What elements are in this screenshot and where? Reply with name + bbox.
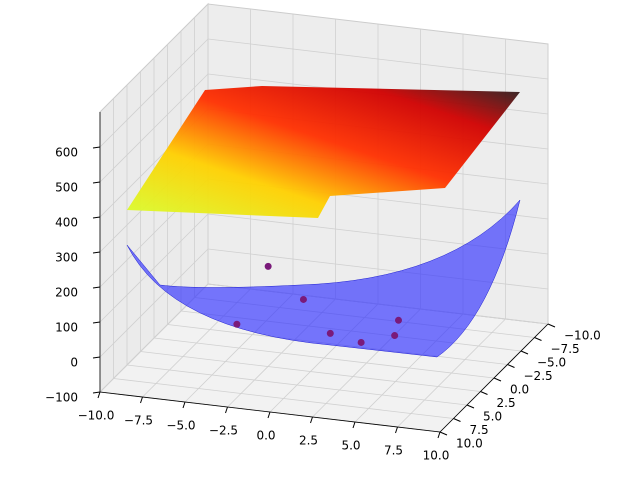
grid-line (153, 337, 495, 379)
y-tick-label: 0.0 (510, 383, 529, 397)
tick-mark (92, 356, 101, 359)
panes (98, 2, 550, 433)
surfaces (126, 86, 521, 358)
grid-line (99, 213, 209, 323)
x-tick-label: 10.0 (423, 449, 450, 463)
tick-mark (97, 391, 101, 399)
tick-mark (352, 421, 356, 429)
blue-surface (126, 199, 521, 358)
tick-mark (547, 323, 556, 328)
x-tick-label: 5.0 (341, 439, 360, 453)
z-tick-label: 300 (55, 251, 78, 265)
tick-mark (507, 364, 515, 368)
tick-mark (395, 426, 398, 434)
axis-line (439, 323, 549, 433)
grid-line (140, 351, 481, 392)
grid-line (207, 38, 549, 80)
x-tick-label: 0.0 (256, 429, 275, 443)
scatter-point (264, 262, 272, 270)
tick-mark (520, 350, 529, 355)
tick-mark (453, 418, 461, 422)
z-tick-label: 200 (55, 286, 78, 300)
tick-mark (439, 431, 448, 436)
x-tick-label: 7.5 (384, 444, 403, 458)
tick-mark (225, 406, 228, 414)
y-tick-label: −10.0 (564, 329, 601, 343)
tick-mark (267, 411, 271, 419)
axis-line (99, 391, 441, 433)
y-tick-label: 2.5 (497, 396, 516, 410)
tick-mark (182, 401, 186, 409)
tick-mark (92, 216, 101, 219)
scatter-point (299, 295, 307, 303)
z-tick-label: −100 (45, 391, 78, 405)
tick-mark (92, 181, 101, 184)
tick-mark (92, 251, 101, 254)
z-tick-label: 500 (55, 181, 78, 195)
scatter-point (233, 320, 241, 328)
grid-line (126, 364, 468, 406)
x-tick-label: 2.5 (299, 434, 318, 448)
hot-surface (127, 86, 520, 218)
tick-mark (92, 391, 101, 394)
tick-mark (140, 396, 143, 404)
grid-line (99, 38, 209, 148)
tick-mark (310, 416, 313, 424)
grid-line (113, 378, 454, 419)
z-tick-label: 600 (55, 146, 78, 160)
tick-mark (92, 146, 101, 149)
tick-mark (534, 337, 542, 341)
z-tick-label: 400 (55, 216, 78, 230)
scatter-point (357, 338, 365, 346)
tick-mark (92, 286, 101, 289)
x-tick-label: −10.0 (78, 409, 115, 423)
tick-mark (92, 321, 101, 324)
y-tick-label: −7.5 (551, 342, 580, 356)
y-tick-label: 10.0 (456, 437, 483, 451)
x-tick-label: −2.5 (209, 424, 238, 438)
y-tick-label: 7.5 (470, 423, 489, 437)
scatter-point (391, 332, 399, 340)
x-tick-label: −5.0 (166, 419, 195, 433)
scatter-point (395, 316, 402, 324)
tick-mark (493, 377, 502, 382)
z-tick-label: 0 (70, 356, 78, 370)
y-tick-label: 5.0 (483, 410, 502, 424)
grid-line (99, 73, 209, 183)
grid-line (99, 248, 209, 358)
tick-mark (480, 391, 488, 395)
tick-mark (466, 404, 475, 409)
scatter-point (326, 329, 334, 337)
y-tick-label: −2.5 (524, 369, 553, 383)
tick-mark (437, 431, 441, 439)
z-tick-label: 100 (55, 321, 78, 335)
x-tick-label: −7.5 (124, 414, 153, 428)
y-tick-label: −5.0 (537, 356, 566, 370)
